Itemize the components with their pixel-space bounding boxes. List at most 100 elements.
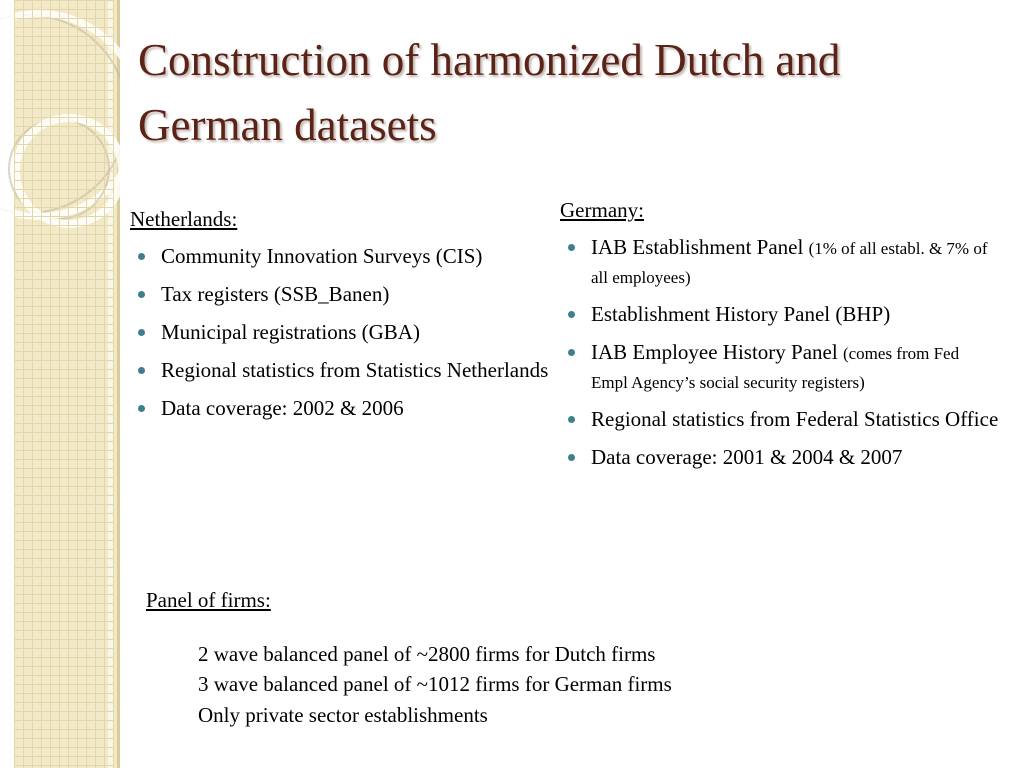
band-grid-line — [14, 495, 114, 496]
band-grid-line — [14, 612, 114, 613]
band-grid-line — [14, 351, 114, 352]
band-grid-line — [14, 72, 114, 73]
band-grid-line — [14, 558, 114, 559]
band-grid-line — [68, 0, 69, 768]
panel-line: 2 wave balanced panel of ~2800 firms for… — [198, 642, 656, 666]
band-grid-line — [14, 252, 114, 253]
slide-title: Construction of harmonized Dutch and Ger… — [138, 35, 841, 151]
netherlands-bullet-list: Community Innovation Surveys (CIS) Tax r… — [130, 242, 550, 423]
band-grid-line — [14, 108, 114, 109]
band-grid-line — [14, 270, 114, 271]
band-grid-line — [14, 603, 114, 604]
band-right-edge — [117, 0, 120, 768]
band-grid-line — [14, 621, 114, 622]
bullet-subtext: (1% of all establ. & 7% of all employees… — [591, 239, 988, 287]
band-grid-line — [14, 540, 114, 541]
list-item: Regional statistics from Federal Statist… — [560, 405, 1000, 434]
panel-of-firms-heading: Panel of firms: — [146, 588, 271, 612]
band-grid-line — [14, 45, 114, 46]
band-grid-line — [77, 0, 78, 768]
netherlands-heading: Netherlands: — [130, 207, 238, 231]
bullet-text: Regional statistics from Statistics Neth… — [161, 357, 549, 382]
band-grid-line — [14, 522, 114, 523]
band-grid-line — [14, 162, 114, 163]
band-grid-line — [14, 27, 114, 28]
band-grid-line — [14, 567, 114, 568]
band-grid-line — [14, 585, 114, 586]
germany-bullet-list: IAB Establishment Panel (1% of all estab… — [560, 233, 1000, 472]
band-grid-line — [14, 216, 114, 217]
panel-line: Only private sector establishments — [198, 702, 488, 727]
band-grid-line — [14, 459, 114, 460]
band-grid-line — [14, 477, 114, 478]
bullet-text: Municipal registrations (GBA) — [161, 319, 420, 344]
band-grid-line — [14, 486, 114, 487]
band-grid-line — [14, 441, 114, 442]
bullet-text: Regional statistics from Federal Statist… — [591, 406, 999, 431]
band-grid-line — [14, 153, 114, 154]
band-grid-line — [14, 279, 114, 280]
band-grid-line — [14, 9, 114, 10]
list-item: Municipal registrations (GBA) — [130, 318, 550, 347]
band-grid-line — [14, 594, 114, 595]
panel-of-firms-lines: 2 wave balanced panel of ~2800 firms for… — [198, 639, 946, 730]
bullet-text: Community Innovation Surveys (CIS) — [161, 244, 483, 268]
germany-heading: Germany: — [560, 198, 644, 222]
germany-column: Germany: IAB Establishment Panel (1% of … — [560, 198, 1000, 481]
panel-of-firms-section: Panel of firms: 2 wave balanced panel of… — [146, 588, 946, 730]
list-item: Tax registers (SSB_Banen) — [130, 280, 550, 309]
band-grid-line — [59, 0, 60, 768]
band-grid-line — [14, 117, 114, 118]
band-grid-line — [14, 414, 114, 415]
band-inner-highlight — [108, 0, 114, 768]
band-grid-line — [14, 666, 114, 667]
band-grid-line — [14, 234, 114, 235]
list-item: IAB Establishment Panel (1% of all estab… — [560, 233, 1000, 291]
band-grid-line — [14, 315, 114, 316]
band-grid-line — [14, 405, 114, 406]
band-grid-line — [14, 0, 114, 1]
band-grid-line — [14, 126, 114, 127]
band-grid-line — [14, 18, 114, 19]
list-item: Community Innovation Surveys (CIS) — [130, 242, 550, 271]
band-grid-line — [95, 0, 96, 768]
band-grid-line — [14, 333, 114, 334]
band-grid-line — [14, 711, 114, 712]
band-grid-line — [14, 63, 114, 64]
bullet-text: IAB Establishment Panel — [591, 235, 809, 259]
band-grid-line — [14, 189, 114, 190]
list-item: IAB Employee History Panel (comes from F… — [560, 338, 1000, 396]
band-grid-line — [14, 306, 114, 307]
band-grid-line — [14, 99, 114, 100]
list-item: Establishment History Panel (BHP) — [560, 300, 1000, 329]
band-grid-line — [14, 423, 114, 424]
list-item: Data coverage: 2002 & 2006 — [130, 394, 550, 423]
band-grid-line — [41, 0, 42, 768]
bullet-text: Establishment History Panel (BHP) — [591, 301, 891, 326]
band-grid-line — [14, 171, 114, 172]
bullet-text: IAB Employee History Panel — [591, 339, 843, 364]
band-grid-line — [32, 0, 33, 768]
band-grid-line — [14, 297, 114, 298]
band-grid-line — [14, 729, 114, 730]
band-grid-line — [14, 756, 114, 757]
band-grid-line — [14, 378, 114, 379]
band-grid-line — [14, 207, 114, 208]
band-grid-line — [14, 198, 114, 199]
band-grid-line — [14, 432, 114, 433]
netherlands-column: Netherlands: Community Innovation Survey… — [130, 207, 550, 432]
band-grid-line — [14, 288, 114, 289]
list-item: Data coverage: 2001 & 2004 & 2007 — [560, 443, 1000, 472]
band-grid-line — [14, 36, 114, 37]
band-grid-line — [86, 0, 87, 768]
band-grid-line — [14, 324, 114, 325]
band-grid-line — [113, 0, 114, 768]
band-grid-line — [14, 450, 114, 451]
band-grid-line — [23, 0, 24, 768]
band-grid-line — [14, 387, 114, 388]
band-grid-line — [14, 396, 114, 397]
band-grid-line — [14, 513, 114, 514]
band-grid-line — [14, 675, 114, 676]
band-grid-line — [14, 738, 114, 739]
band-grid-line — [14, 702, 114, 703]
